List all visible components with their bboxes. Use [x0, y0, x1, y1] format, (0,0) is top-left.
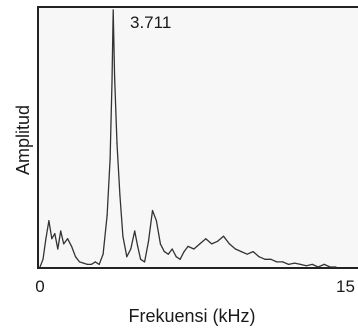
- data-point: [78, 261, 81, 263]
- data-point: [329, 266, 331, 268]
- data-point: [311, 263, 313, 265]
- data-point: [86, 263, 88, 265]
- data-point: [147, 240, 150, 242]
- data-point: [240, 251, 242, 253]
- data-point: [163, 251, 165, 253]
- data-point: [144, 261, 146, 263]
- data-point: [228, 243, 230, 245]
- data-point: [222, 235, 225, 237]
- data-point: [258, 256, 260, 258]
- peak-annotation-label: 3.711: [130, 13, 171, 32]
- data-point: [130, 248, 132, 250]
- data-point: [299, 263, 302, 265]
- data-point: [323, 263, 325, 265]
- data-point: [94, 261, 96, 263]
- data-point: [270, 258, 272, 260]
- data-point: [45, 238, 47, 240]
- data-point: [264, 258, 266, 260]
- x-axis-label: Frekuensi (kHz): [128, 306, 255, 326]
- plot-frame: [37, 6, 358, 269]
- data-point: [199, 243, 201, 245]
- data-point: [119, 194, 121, 196]
- data-point: [106, 215, 108, 217]
- x-tick-label-min: 0: [35, 277, 44, 296]
- data-point: [205, 238, 207, 240]
- data-point: [109, 158, 111, 160]
- data-point: [193, 248, 195, 250]
- data-point: [54, 233, 56, 235]
- data-point: [288, 263, 290, 265]
- data-point: [183, 251, 185, 253]
- data-point: [111, 81, 113, 83]
- data-point: [282, 261, 284, 263]
- data-point: [159, 243, 161, 245]
- data-point: [252, 251, 254, 253]
- data-point: [98, 263, 100, 265]
- data-point: [112, 9, 114, 11]
- data-point: [335, 266, 337, 268]
- data-point: [179, 258, 181, 260]
- data-point: [151, 209, 154, 212]
- data-point: [60, 230, 62, 232]
- data-point: [71, 245, 73, 247]
- data-point: [134, 230, 136, 232]
- data-point: [217, 240, 219, 242]
- data-point: [48, 220, 50, 222]
- data-point: [63, 243, 65, 245]
- x-tick-label-max: 15: [336, 277, 355, 296]
- data-point: [140, 258, 142, 260]
- data-point: [116, 143, 118, 145]
- data-point: [74, 256, 77, 258]
- data-point: [137, 245, 139, 247]
- data-point: [305, 265, 307, 267]
- data-point: [167, 253, 169, 255]
- data-point: [155, 220, 157, 222]
- data-point: [276, 261, 278, 263]
- data-point: [51, 238, 53, 240]
- data-point: [234, 248, 236, 250]
- data-point: [102, 253, 104, 255]
- data-point: [42, 258, 44, 260]
- data-point: [126, 256, 128, 258]
- data-point: [317, 266, 319, 268]
- data-point: [246, 253, 248, 255]
- data-point: [114, 76, 116, 78]
- data-point: [39, 266, 41, 268]
- data-point: [67, 238, 69, 240]
- y-axis-label: Amplitud: [13, 105, 33, 175]
- data-point: [171, 248, 173, 250]
- data-point: [211, 243, 213, 245]
- data-point: [90, 263, 92, 265]
- data-point: [294, 262, 296, 264]
- data-point: [122, 235, 124, 237]
- data-point: [57, 248, 59, 250]
- data-point: [175, 256, 177, 258]
- plot-layer: [39, 9, 337, 268]
- data-point: [187, 245, 189, 247]
- data-point: [82, 262, 84, 264]
